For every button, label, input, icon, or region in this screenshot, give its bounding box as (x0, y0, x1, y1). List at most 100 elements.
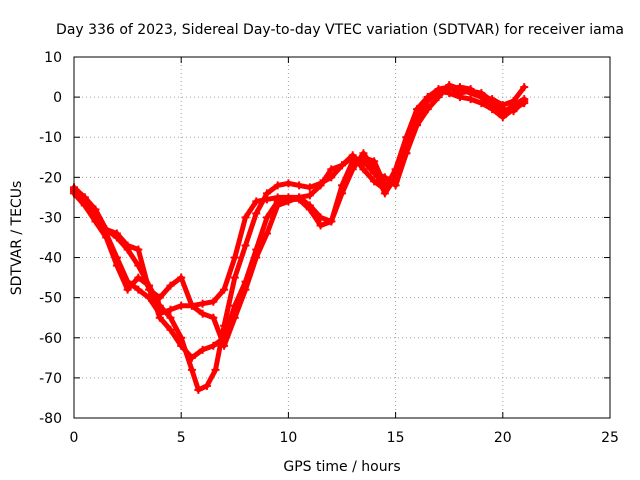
data-point (145, 285, 154, 294)
data-point (209, 313, 218, 322)
data-point (177, 273, 186, 282)
data-point (252, 253, 261, 262)
plot-frame (73, 56, 611, 419)
data-point (155, 313, 164, 322)
data-point (423, 105, 432, 114)
data-point (509, 97, 518, 106)
y-tick-label: 0 (53, 90, 62, 106)
data-point (305, 205, 314, 214)
data-point (241, 285, 250, 294)
data-point (134, 245, 143, 254)
x-tick-label: 5 (177, 430, 186, 446)
data-point (380, 189, 389, 198)
data-point (284, 179, 293, 188)
data-point (166, 313, 175, 322)
data-series (70, 81, 529, 394)
data-point (252, 197, 261, 206)
data-point (423, 93, 432, 102)
series-trace-1 (71, 84, 527, 393)
data-point (220, 341, 229, 350)
data-point (166, 305, 175, 314)
data-point (166, 281, 175, 290)
data-point (348, 153, 357, 162)
data-point (80, 193, 89, 202)
data-point (123, 285, 132, 294)
data-point (198, 299, 207, 308)
data-point (316, 221, 325, 230)
data-point (455, 83, 464, 92)
y-tick-label: -10 (39, 130, 62, 146)
data-point (262, 195, 271, 204)
data-point (498, 109, 507, 118)
data-point (177, 301, 186, 310)
data-point (166, 325, 175, 334)
data-point (230, 313, 239, 322)
axis-ticks (73, 56, 611, 419)
chart-title: Day 336 of 2023, Sidereal Day-to-day VTE… (56, 22, 624, 38)
tick-labels: 0 5 10 15 20 25 -80 -70 -60 -50 -40 -30 -20 -10 0 10 (39, 50, 619, 446)
data-point (327, 217, 336, 226)
data-point (305, 183, 314, 192)
data-point (466, 85, 475, 94)
data-point (434, 89, 443, 98)
data-point (112, 261, 121, 270)
series-trace-3 (71, 82, 527, 361)
x-tick-label: 15 (387, 430, 405, 446)
data-point (202, 381, 211, 390)
data-point (187, 353, 196, 362)
grid (74, 57, 610, 418)
data-point (402, 149, 411, 158)
data-point (338, 161, 346, 170)
data-point (241, 213, 250, 222)
data-point (80, 201, 89, 210)
data-point (252, 209, 261, 218)
data-point (305, 191, 314, 200)
data-point (102, 233, 111, 242)
data-point (194, 385, 203, 394)
data-point (134, 285, 143, 294)
x-tick-label: 10 (279, 430, 297, 446)
data-point (102, 225, 111, 234)
data-point (455, 93, 464, 102)
data-point (413, 109, 422, 118)
data-point (209, 341, 218, 350)
data-point (123, 241, 132, 250)
data-point (338, 181, 346, 190)
data-point (316, 181, 325, 190)
data-point (498, 101, 507, 110)
y-tick-label: -30 (39, 210, 62, 226)
data-point (370, 169, 379, 178)
data-point (241, 241, 250, 250)
data-point (198, 309, 207, 318)
data-point (273, 201, 282, 210)
data-point (284, 197, 293, 206)
data-point (112, 229, 121, 238)
data-point (230, 253, 239, 262)
data-point (295, 193, 304, 202)
data-point (359, 165, 368, 174)
data-point (327, 165, 336, 174)
data-point (488, 95, 497, 104)
y-tick-label: -50 (39, 291, 62, 307)
data-point (273, 181, 282, 190)
data-point (230, 273, 239, 282)
data-point (445, 85, 454, 94)
data-point (198, 345, 207, 354)
data-point (262, 213, 271, 222)
y-tick-label: 10 (44, 50, 62, 66)
data-point (380, 181, 389, 190)
data-point (391, 181, 400, 190)
data-point (209, 297, 218, 306)
series-trace-4 (71, 84, 527, 349)
data-point (91, 205, 100, 214)
y-tick-label: -20 (39, 170, 62, 186)
y-tick-label: -80 (39, 411, 62, 427)
data-point (187, 365, 196, 374)
data-point (520, 83, 529, 92)
data-point (359, 157, 368, 166)
data-point (134, 273, 143, 282)
data-point (295, 181, 304, 190)
x-tick-label: 20 (494, 430, 512, 446)
data-point (155, 293, 164, 302)
data-point (380, 173, 389, 182)
